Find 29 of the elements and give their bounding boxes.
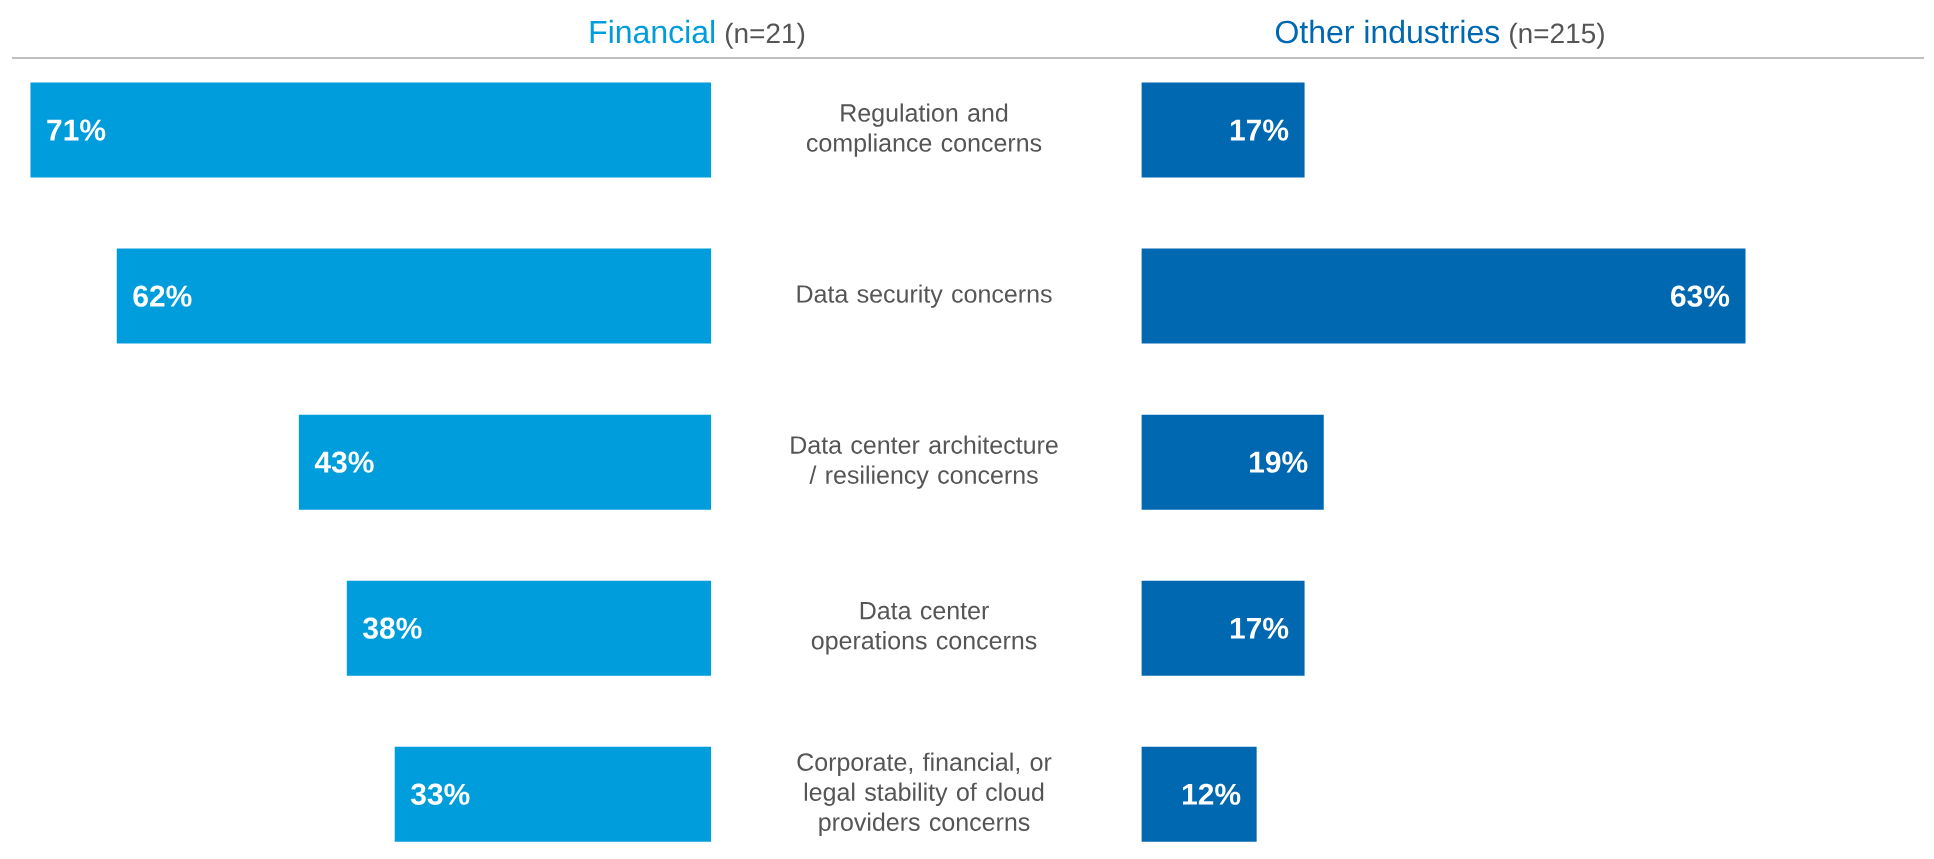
chart-subtitle: (n=21) xyxy=(725,22,805,49)
data-label: 38% xyxy=(363,617,422,639)
chart-title: Financial xyxy=(590,19,715,44)
data-label: 62% xyxy=(133,285,192,307)
y-tick-label: Data center architecture / resiliency concerns xyxy=(791,435,1058,489)
data-label: 17% xyxy=(1230,119,1289,141)
data-label: 63% xyxy=(1671,285,1730,307)
bar xyxy=(298,414,712,510)
bar xyxy=(1141,82,1305,178)
chart-subtitle: (n=215) xyxy=(1510,22,1604,49)
bar xyxy=(116,248,712,344)
chart-title: Other industries xyxy=(1275,19,1500,44)
bar xyxy=(1141,414,1324,510)
y-tick-label: Regulation and compliance concerns xyxy=(806,103,1042,157)
y-tick-label: Data center operations concerns xyxy=(811,602,1037,655)
data-label: 17% xyxy=(1230,617,1289,639)
data-label: 33% xyxy=(410,783,470,805)
y-tick-label: Data security concerns xyxy=(797,284,1052,308)
data-label: 71% xyxy=(47,119,106,141)
data-label: 43% xyxy=(314,451,374,473)
bar xyxy=(1141,580,1305,676)
data-label: 19% xyxy=(1250,451,1308,473)
bar xyxy=(1141,746,1257,842)
data-label: 12% xyxy=(1182,783,1241,805)
bar xyxy=(346,580,712,676)
bar xyxy=(30,82,712,178)
bar xyxy=(1141,248,1746,344)
bar xyxy=(394,746,712,842)
y-tick-label: Corporate, financial, or legal stability of cloud providers concerns xyxy=(797,752,1052,836)
